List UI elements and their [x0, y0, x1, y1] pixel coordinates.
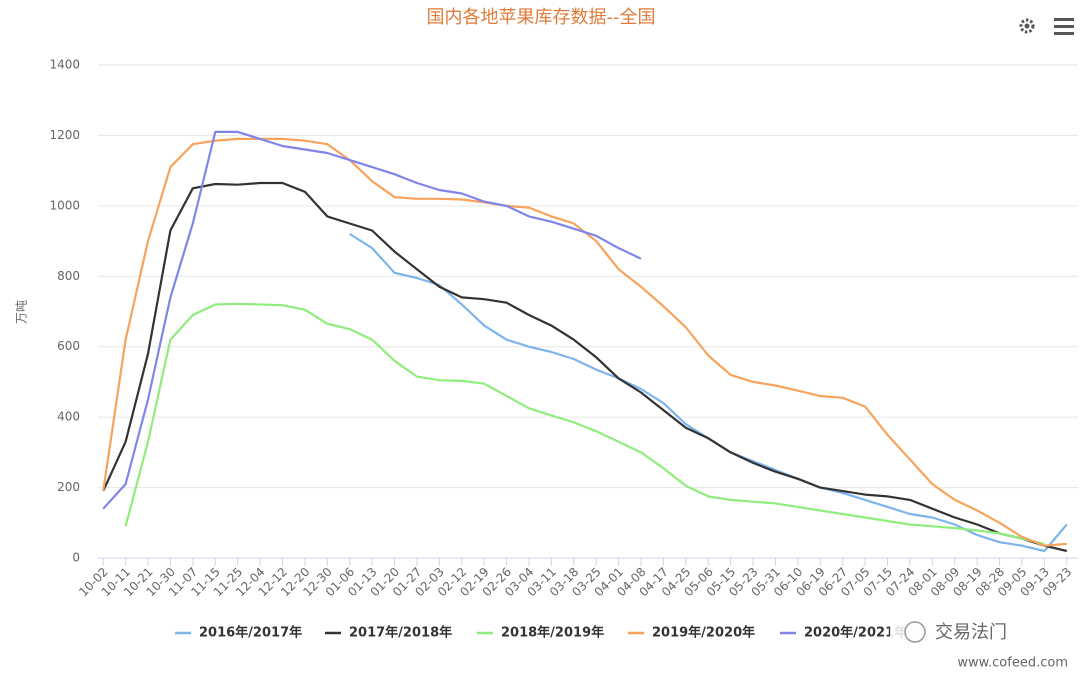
legend-label: 2016年/2017年 [199, 625, 302, 641]
y-tick-label: 600 [57, 339, 80, 353]
legend-label: 2017年/2018年 [349, 625, 452, 641]
watermark-url: www.cofeed.com [957, 656, 1068, 671]
y-tick-label: 1200 [49, 128, 80, 142]
menu-icon[interactable] [1054, 18, 1074, 35]
legend-label: 2020年/2021年 [804, 625, 907, 641]
series-line [102, 130, 642, 510]
series-line [349, 233, 1068, 553]
y-axis-label: 万吨 [15, 300, 29, 324]
chart-title: 国内各地苹果库存数据--全国 [427, 7, 656, 28]
settings-icon[interactable] [1019, 18, 1035, 34]
y-tick-label: 200 [57, 480, 80, 494]
watermark-name: 交易法门 [935, 622, 1007, 643]
y-tick-label: 1000 [49, 198, 80, 212]
watermark-icon [904, 621, 926, 643]
series-line [124, 302, 1045, 545]
series-line [102, 181, 1068, 553]
legend-label: 2018年/2019年 [501, 625, 604, 641]
y-tick-label: 1400 [49, 58, 80, 72]
series-line [102, 137, 1067, 547]
legend-label: 2019年/2020年 [652, 625, 755, 641]
y-tick-label: 400 [57, 410, 80, 424]
y-tick-label: 800 [57, 269, 80, 283]
y-tick-label: 0 [72, 551, 80, 565]
